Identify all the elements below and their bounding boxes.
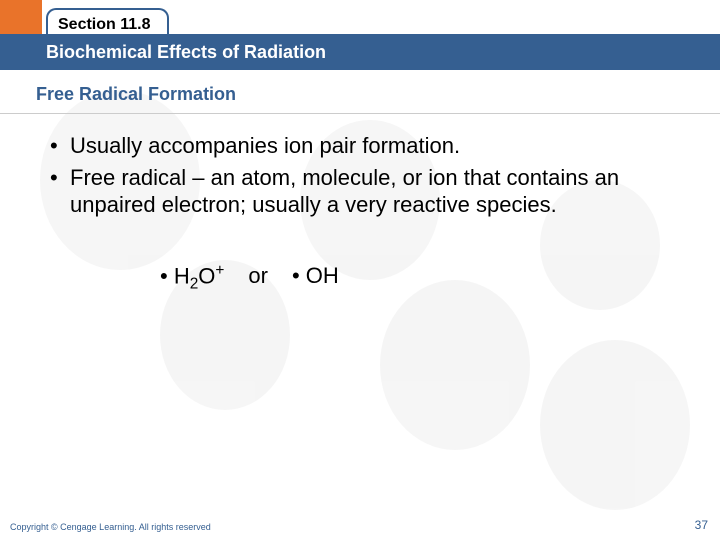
formula-connector: or [248, 262, 268, 290]
content-area: • Usually accompanies ion pair formation… [0, 114, 720, 293]
formula-right: • OH [292, 262, 339, 290]
slide-subtitle: Free Radical Formation [0, 70, 720, 114]
header-row-1: Section 11.8 [0, 0, 720, 34]
formula-superscript: + [215, 262, 224, 279]
formula-left: • H2O+ [160, 261, 224, 294]
bullet-list: • Usually accompanies ion pair formation… [50, 132, 670, 219]
list-item: • Usually accompanies ion pair formation… [50, 132, 670, 160]
formula-part: • H [160, 263, 190, 288]
section-tab: Section 11.8 [46, 8, 169, 36]
accent-square [0, 0, 42, 34]
slide-title-bar: Biochemical Effects of Radiation [0, 34, 720, 70]
slide-title: Biochemical Effects of Radiation [46, 42, 326, 63]
bullet-text: Free radical – an atom, molecule, or ion… [70, 164, 670, 219]
formula-row: • H2O+ or • OH [160, 261, 670, 294]
formula-subscript: 2 [190, 275, 199, 292]
bullet-icon: • [50, 164, 70, 219]
formula-part: O [198, 263, 215, 288]
copyright-text: Copyright © Cengage Learning. All rights… [10, 522, 211, 532]
page-number: 37 [695, 518, 708, 532]
list-item: • Free radical – an atom, molecule, or i… [50, 164, 670, 219]
bullet-text: Usually accompanies ion pair formation. [70, 132, 460, 160]
bullet-icon: • [50, 132, 70, 160]
